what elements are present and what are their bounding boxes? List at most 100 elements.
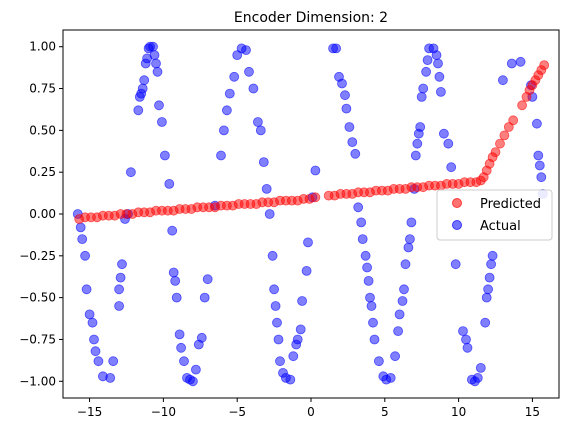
actual-point xyxy=(356,217,367,228)
actual-point xyxy=(415,122,426,132)
actual-point xyxy=(446,162,457,173)
actual-point xyxy=(360,250,371,261)
actual-point xyxy=(353,202,364,213)
actual-point xyxy=(393,326,404,337)
legend-marker-predicted xyxy=(452,198,462,208)
actual-point xyxy=(368,317,378,328)
actual-point xyxy=(421,66,432,77)
predicted-point xyxy=(490,147,501,158)
actual-point xyxy=(310,165,321,176)
actual-point xyxy=(433,58,443,69)
actual-point xyxy=(434,71,445,82)
predicted-point xyxy=(499,130,510,141)
actual-point xyxy=(139,75,150,86)
actual-point xyxy=(93,356,104,367)
actual-point xyxy=(487,250,498,261)
predicted-point xyxy=(517,100,527,111)
actual-point xyxy=(149,50,160,60)
y-tick-label: 1.00 xyxy=(29,40,56,54)
legend-box xyxy=(436,189,553,241)
actual-point xyxy=(458,326,468,337)
y-tick-label: 0.25 xyxy=(29,165,56,179)
y-tick-label: 0.00 xyxy=(29,207,56,221)
actual-point xyxy=(515,56,526,67)
actual-point xyxy=(176,342,187,353)
actual-point xyxy=(133,105,144,116)
actual-point xyxy=(170,275,181,286)
actual-point xyxy=(90,346,101,357)
predicted-point xyxy=(503,122,514,132)
actual-point xyxy=(390,351,401,362)
actual-point xyxy=(87,317,98,328)
actual-point xyxy=(385,372,396,383)
actual-point xyxy=(221,105,232,116)
actual-point xyxy=(105,372,116,383)
legend: Predicted Actual xyxy=(436,189,553,241)
actual-point xyxy=(114,301,124,311)
actual-point xyxy=(258,157,269,168)
actual-point xyxy=(400,259,411,270)
actual-point xyxy=(164,178,175,189)
actual-point xyxy=(252,117,263,127)
actual-point xyxy=(295,324,306,335)
predicted-point xyxy=(508,115,519,126)
actual-point xyxy=(497,75,508,86)
x-tick-label: −15 xyxy=(77,405,102,419)
actual-point xyxy=(357,234,368,245)
x-tick-label: 10 xyxy=(451,405,466,419)
actual-point xyxy=(171,292,182,303)
actual-point xyxy=(270,301,281,311)
actual-point xyxy=(224,88,235,99)
actual-point xyxy=(80,250,90,261)
actual-point xyxy=(331,43,342,54)
actual-point xyxy=(462,342,473,353)
actual-point xyxy=(255,125,266,136)
actual-point xyxy=(403,242,414,253)
actual-point xyxy=(137,83,148,94)
x-tick-label: −5 xyxy=(228,405,246,419)
y-tick-label: −0.75 xyxy=(19,332,56,346)
actual-point xyxy=(399,284,409,295)
actual-point xyxy=(81,284,92,295)
actual-series xyxy=(72,41,548,387)
actual-point xyxy=(438,128,449,139)
actual-point xyxy=(232,50,243,60)
actual-point xyxy=(156,117,167,127)
actual-point xyxy=(443,138,454,149)
legend-label-actual: Actual xyxy=(480,219,521,234)
actual-point xyxy=(151,58,161,69)
actual-point xyxy=(532,118,542,129)
actual-point xyxy=(190,364,201,375)
actual-point xyxy=(264,209,275,219)
actual-point xyxy=(179,356,189,367)
actual-point xyxy=(344,122,355,132)
actual-point xyxy=(229,71,240,82)
actual-point xyxy=(261,183,272,194)
actual-point xyxy=(115,272,126,283)
actual-point xyxy=(450,259,461,270)
x-tick-label: 15 xyxy=(525,405,540,419)
actual-point xyxy=(272,317,282,328)
actual-point xyxy=(159,150,170,161)
actual-point xyxy=(533,150,544,161)
actual-point xyxy=(506,58,517,69)
actual-point xyxy=(416,92,427,102)
actual-point xyxy=(362,262,373,273)
actual-point xyxy=(288,351,299,362)
actual-point xyxy=(483,284,494,295)
y-axis: −1.00 −0.75 −0.50 −0.25 0.00 0.25 0.50 0.75 1.00 xyxy=(19,40,63,388)
actual-point xyxy=(84,309,95,320)
actual-point xyxy=(480,317,491,328)
actual-point xyxy=(369,334,380,345)
actual-point xyxy=(199,292,210,303)
actual-point xyxy=(168,267,179,278)
actual-point xyxy=(202,274,213,285)
actual-point xyxy=(412,138,423,149)
actual-point xyxy=(534,160,545,171)
predicted-point xyxy=(310,192,321,203)
actual-point xyxy=(267,250,278,261)
actual-point xyxy=(410,150,421,161)
y-tick-label: 0.75 xyxy=(29,82,56,96)
actual-point xyxy=(406,217,417,228)
